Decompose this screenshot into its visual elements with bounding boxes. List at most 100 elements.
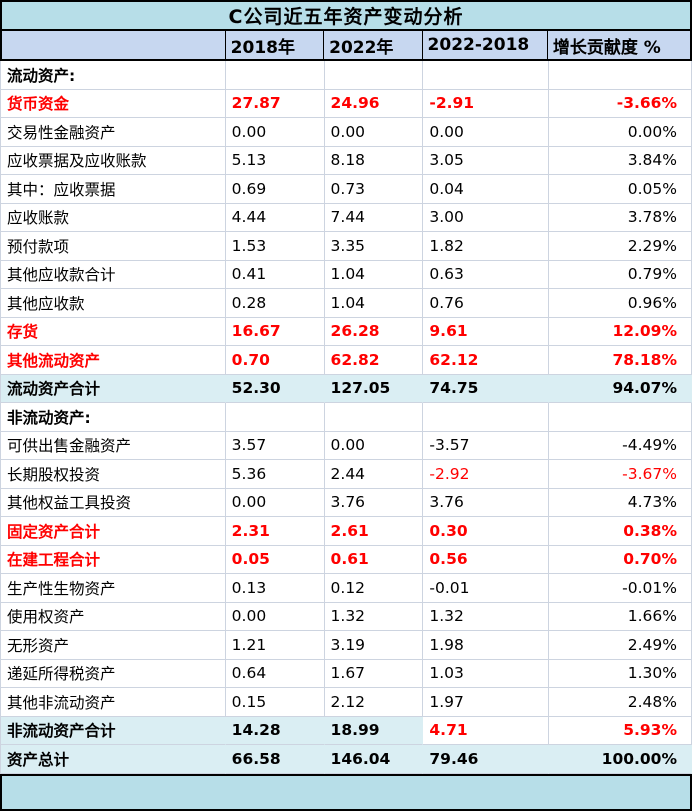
cell-value: 1.82 <box>423 232 550 261</box>
footer-empty-row <box>0 773 692 811</box>
cell-value: 0.15 <box>225 688 325 717</box>
row-label: 无形资产 <box>1 631 226 660</box>
cell-value: 1.03 <box>423 659 550 688</box>
table-row: 资产总计 66.58 146.04 79.46 100.00% <box>0 745 692 774</box>
cell-value <box>324 61 424 90</box>
cell-value: 78.18% <box>549 346 692 375</box>
cell-value: 2.48% <box>549 688 692 717</box>
row-label: 交易性金融资产 <box>1 118 226 147</box>
table-row: 非流动资产: <box>0 403 692 432</box>
cell-value: 3.05 <box>423 146 550 175</box>
cell-value: 1.98 <box>423 631 550 660</box>
cell-value: 100.00% <box>549 745 692 774</box>
cell-value: 0.00 <box>225 118 325 147</box>
cell-value <box>324 403 424 432</box>
cell-value: 4.71 <box>423 716 550 745</box>
cell-value <box>225 403 325 432</box>
cell-value: 3.19 <box>324 631 424 660</box>
cell-value: 27.87 <box>225 89 325 118</box>
table-row: 其他非流动资产 0.15 2.12 1.97 2.48% <box>0 688 692 717</box>
cell-value: 1.32 <box>423 602 550 631</box>
cell-value: -3.66% <box>549 89 692 118</box>
cell-value: 4.73% <box>549 488 692 517</box>
cell-value: 3.57 <box>225 431 325 460</box>
cell-value: 0.05% <box>549 175 692 204</box>
table-row: 生产性生物资产 0.13 0.12 -0.01 -0.01% <box>0 574 692 603</box>
header-blank-cell <box>2 31 226 59</box>
table-row: 其他权益工具投资 0.00 3.76 3.76 4.73% <box>0 488 692 517</box>
header-diff-2022-2018: 2022-2018 <box>423 31 548 59</box>
row-label: 使用权资产 <box>1 602 226 631</box>
row-label: 其他流动资产 <box>1 346 226 375</box>
cell-value: 0.12 <box>324 574 424 603</box>
table-row: 非流动资产合计 14.28 18.99 4.71 5.93% <box>0 716 692 745</box>
cell-value: 9.61 <box>423 317 550 346</box>
cell-value: 2.61 <box>324 517 424 546</box>
table-title: C公司近五年资产变动分析 <box>0 0 692 31</box>
table-row: 存货 16.67 26.28 9.61 12.09% <box>0 317 692 346</box>
cell-value <box>423 61 550 90</box>
cell-value: 24.96 <box>324 89 424 118</box>
cell-value: 74.75 <box>423 374 550 403</box>
cell-value: 94.07% <box>549 374 692 403</box>
cell-value: 2.12 <box>324 688 424 717</box>
cell-value: 12.09% <box>549 317 692 346</box>
cell-value: 0.30 <box>423 517 550 546</box>
cell-value: 0.05 <box>225 545 325 574</box>
row-label: 非流动资产: <box>1 403 226 432</box>
cell-value: 3.84% <box>549 146 692 175</box>
cell-value: 2.29% <box>549 232 692 261</box>
cell-value <box>225 61 325 90</box>
cell-value: -0.01 <box>423 574 550 603</box>
row-label: 流动资产: <box>1 61 226 90</box>
table-row: 长期股权投资 5.36 2.44 -2.92 -3.67% <box>0 460 692 489</box>
table-row: 其他应收款 0.28 1.04 0.76 0.96% <box>0 289 692 318</box>
row-label: 其他非流动资产 <box>1 688 226 717</box>
cell-value: 1.30% <box>549 659 692 688</box>
cell-value: 1.97 <box>423 688 550 717</box>
row-label: 其中：应收票据 <box>1 175 226 204</box>
table-row: 其中：应收票据 0.69 0.73 0.04 0.05% <box>0 175 692 204</box>
cell-value: 1.04 <box>324 289 424 318</box>
cell-value: -4.49% <box>549 431 692 460</box>
table-row: 流动资产合计 52.30 127.05 74.75 94.07% <box>0 374 692 403</box>
table-row: 无形资产 1.21 3.19 1.98 2.49% <box>0 631 692 660</box>
row-label: 固定资产合计 <box>1 517 226 546</box>
cell-value: 0.38% <box>549 517 692 546</box>
cell-value: 0.00 <box>324 431 424 460</box>
cell-value: 0.00 <box>225 488 325 517</box>
cell-value: 0.70% <box>549 545 692 574</box>
table-body: 流动资产: 货币资金 27.87 24.96 -2.91 -3.66% 交易性金融资产 0.0… <box>0 61 692 774</box>
cell-value: 14.28 <box>225 716 325 745</box>
cell-value: 2.44 <box>324 460 424 489</box>
table-row: 预付款项 1.53 3.35 1.82 2.29% <box>0 232 692 261</box>
cell-value: 146.04 <box>324 745 424 774</box>
cell-value <box>423 403 550 432</box>
table-row: 其他流动资产 0.70 62.82 62.12 78.18% <box>0 346 692 375</box>
cell-value: 1.67 <box>324 659 424 688</box>
cell-value: -2.92 <box>423 460 550 489</box>
cell-value: 16.67 <box>225 317 325 346</box>
cell-value: -3.57 <box>423 431 550 460</box>
row-label: 非流动资产合计 <box>1 716 226 745</box>
cell-value: 0.79% <box>549 260 692 289</box>
cell-value: 0.56 <box>423 545 550 574</box>
row-label: 生产性生物资产 <box>1 574 226 603</box>
table-row: 固定资产合计 2.31 2.61 0.30 0.38% <box>0 517 692 546</box>
row-label: 其他应收款合计 <box>1 260 226 289</box>
cell-value: 5.13 <box>225 146 325 175</box>
row-label: 流动资产合计 <box>1 374 226 403</box>
row-label: 在建工程合计 <box>1 545 226 574</box>
cell-value: 0.61 <box>324 545 424 574</box>
cell-value <box>549 61 692 90</box>
table-row: 应收票据及应收账款 5.13 8.18 3.05 3.84% <box>0 146 692 175</box>
cell-value: 5.93% <box>549 716 692 745</box>
cell-value: 4.44 <box>225 203 325 232</box>
cell-value: 1.32 <box>324 602 424 631</box>
cell-value: -2.91 <box>423 89 550 118</box>
cell-value: 7.44 <box>324 203 424 232</box>
table-row: 使用权资产 0.00 1.32 1.32 1.66% <box>0 602 692 631</box>
table-header-row: 2018年 2022年 2022-2018 增长贡献度 % <box>0 31 692 61</box>
cell-value: 8.18 <box>324 146 424 175</box>
